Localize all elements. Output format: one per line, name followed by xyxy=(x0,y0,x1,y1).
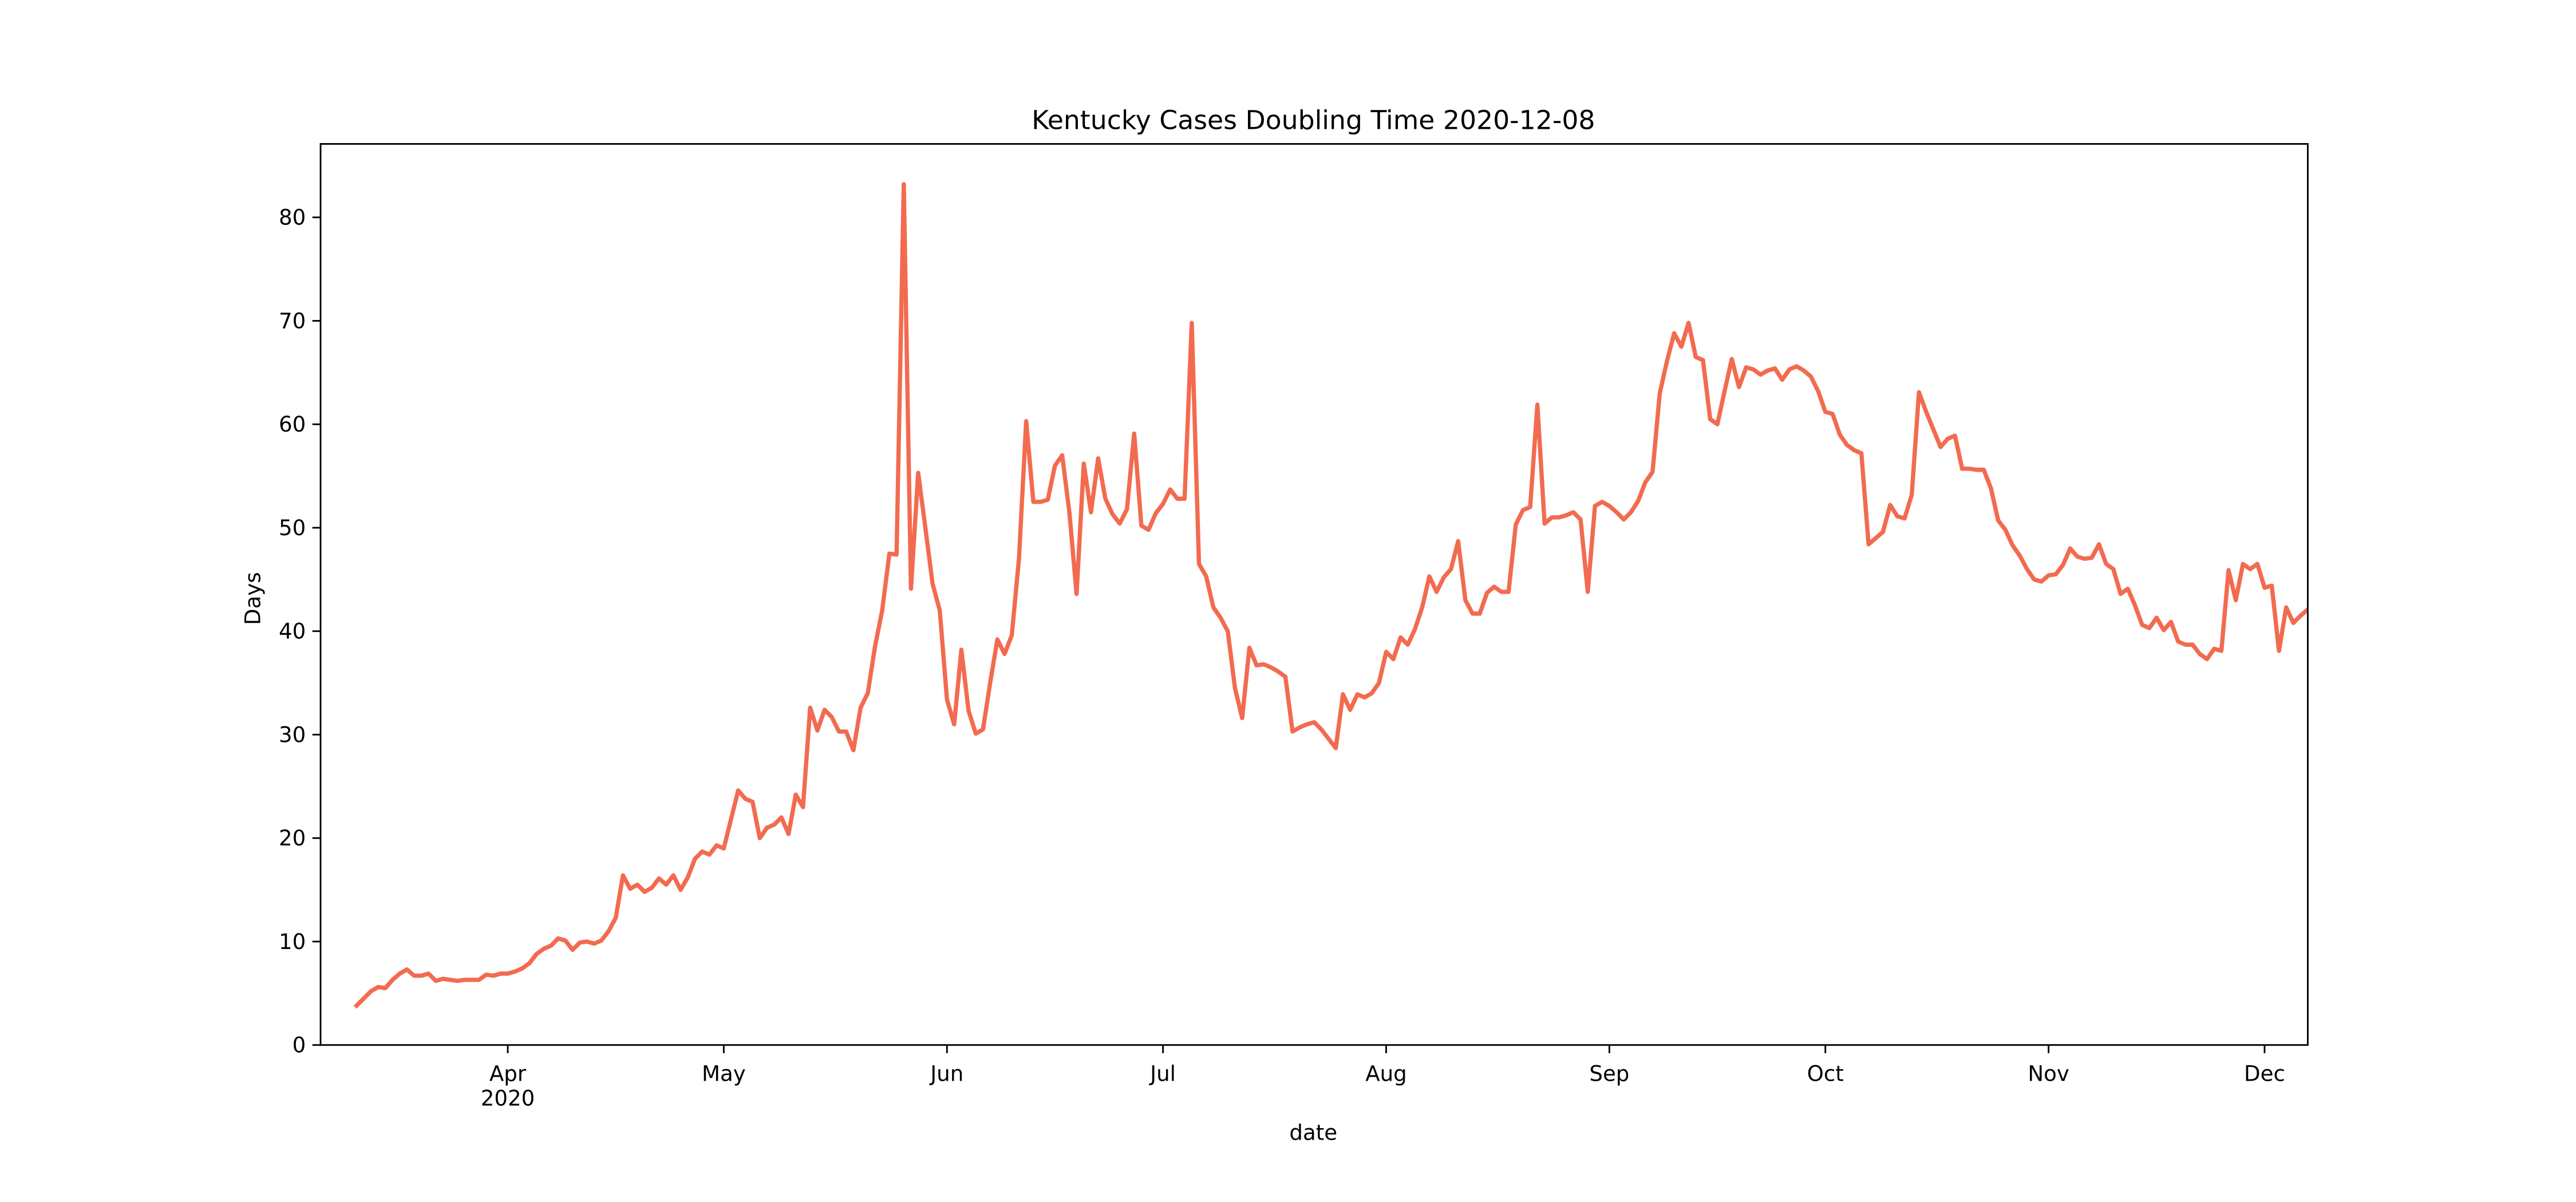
x-tick-label: Dec xyxy=(2244,1062,2285,1086)
x-tick-label-line: May xyxy=(702,1062,746,1086)
x-tick-label: May xyxy=(702,1062,746,1086)
x-tick-label: Sep xyxy=(1589,1062,1629,1086)
chart-title: Kentucky Cases Doubling Time 2020-12-08 xyxy=(1032,105,1595,136)
y-tick-label: 20 xyxy=(279,826,306,851)
x-tick-label-line: Apr xyxy=(489,1062,527,1086)
y-tick-label: 10 xyxy=(279,930,306,954)
y-tick-label: 70 xyxy=(279,309,306,333)
y-tick-label: 40 xyxy=(279,619,306,644)
x-tick-label-line: Dec xyxy=(2244,1062,2285,1086)
y-tick-label: 80 xyxy=(279,205,306,230)
y-tick-label: 60 xyxy=(279,412,306,437)
x-tick-label: Nov xyxy=(2028,1062,2069,1086)
x-tick-label-line: Oct xyxy=(1807,1062,1844,1086)
x-tick-label-line: Sep xyxy=(1589,1062,1629,1086)
x-tick-label-line: Nov xyxy=(2028,1062,2069,1086)
y-axis-label: Days xyxy=(240,572,265,625)
x-axis-label: date xyxy=(1289,1120,1337,1145)
data-line xyxy=(353,182,2308,1009)
x-tick-label: Jul xyxy=(1149,1062,1176,1086)
y-tick-label: 50 xyxy=(279,516,306,540)
x-tick-label: Apr 2020 xyxy=(481,1062,535,1111)
x-tick-label-line: Jun xyxy=(929,1062,963,1086)
y-tick-label: 30 xyxy=(279,722,306,747)
x-tick-label: Oct xyxy=(1807,1062,1844,1086)
x-tick-label: Jun xyxy=(929,1062,963,1086)
x-tick-label-line: Aug xyxy=(1365,1062,1407,1086)
x-tick-label-line: 2020 xyxy=(481,1086,535,1110)
x-tick-label: Aug xyxy=(1365,1062,1407,1086)
x-tick-label-line: Jul xyxy=(1149,1062,1176,1086)
plot-frame xyxy=(319,143,2309,1046)
y-tick-label: 0 xyxy=(293,1033,306,1058)
